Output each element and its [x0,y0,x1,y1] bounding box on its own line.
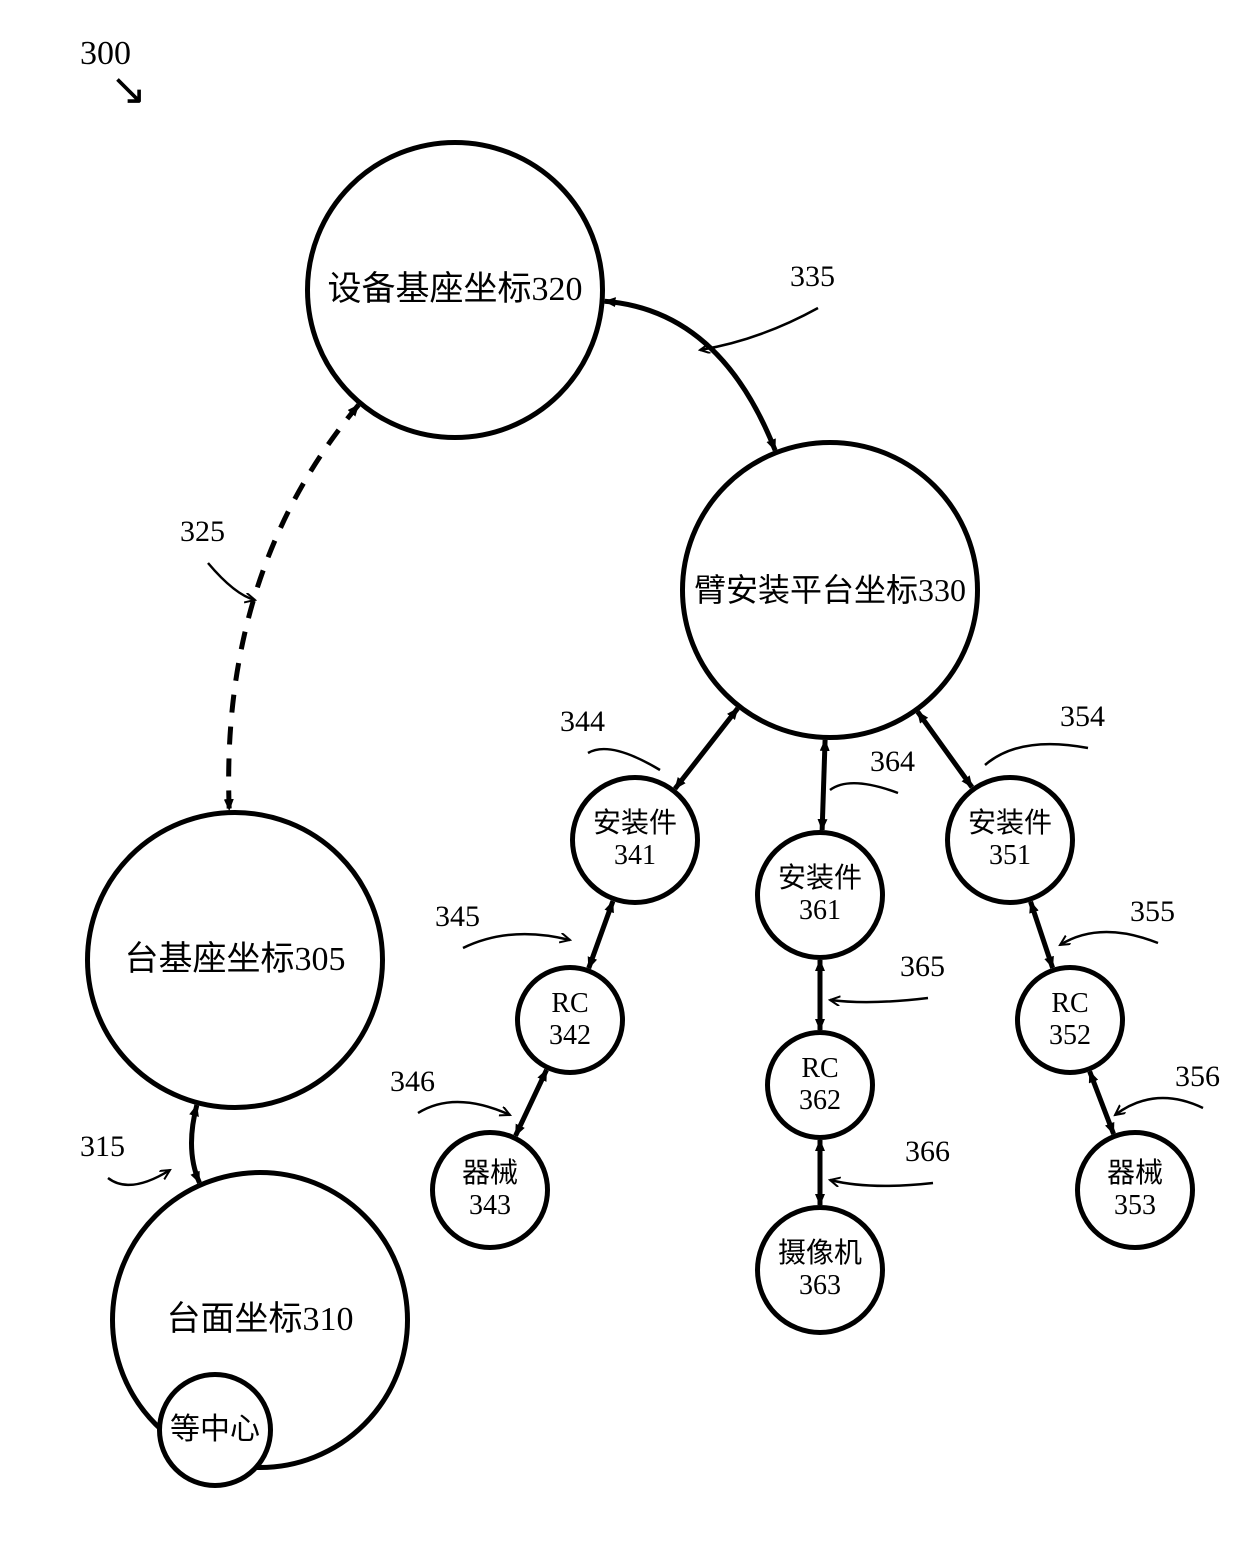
node-n330: 臂安装平台坐标330 [680,440,980,740]
leader-l354 [985,744,1088,765]
node-n343: 器械 343 [430,1130,550,1250]
callout-l354: 354 [1060,700,1105,733]
leader-l315 [108,1170,170,1185]
callout-l366: 366 [905,1135,950,1168]
node-n353: 器械 353 [1075,1130,1195,1250]
callout-l355: 355 [1130,895,1175,928]
node-label-iso: 等中心 [170,1413,260,1448]
leader-l345 [463,934,570,948]
node-label-n353: 器械 353 [1107,1158,1163,1222]
leader-l356 [1115,1098,1203,1115]
leader-l366 [830,1180,933,1186]
node-n363: 摄像机 363 [755,1205,885,1335]
callout-l315: 315 [80,1130,125,1163]
leader-l344 [588,749,660,770]
node-label-n361: 安装件 361 [778,863,862,927]
node-label-n343: 器械 343 [462,1158,518,1222]
figure-arrow-icon: ↘ [110,66,147,115]
node-iso: 等中心 [157,1372,273,1488]
node-n351: 安装件 351 [945,775,1075,905]
node-label-n310: 台面坐标310 [167,1300,354,1339]
callout-l335: 335 [790,260,835,293]
diagram-stage: 设备基座坐标320 臂安装平台坐标330 台基座坐标305 台面坐标310 等中心 安装件… [0,0,1240,1568]
node-label-n352: RC 352 [1049,988,1091,1052]
node-n361: 安装件 361 [755,830,885,960]
node-label-n320: 设备基座坐标320 [328,270,583,309]
callout-l364: 364 [870,745,915,778]
node-n305: 台基座坐标305 [85,810,385,1110]
node-label-n305: 台基座坐标305 [125,940,346,979]
node-label-n351: 安装件 351 [968,808,1052,872]
callout-l365: 365 [900,950,945,983]
node-n342: RC 342 [515,965,625,1075]
callout-l346: 346 [390,1065,435,1098]
leader-l325 [208,563,255,600]
node-label-n342: RC 342 [549,988,591,1052]
node-label-n363: 摄像机 363 [778,1238,862,1302]
leader-l364 [830,783,898,793]
node-label-n341: 安装件 341 [593,808,677,872]
leader-l346 [418,1102,510,1115]
node-n352: RC 352 [1015,965,1125,1075]
callout-l344: 344 [560,705,605,738]
figure-reference: 300↘ [80,35,147,115]
node-n320: 设备基座坐标320 [305,140,605,440]
node-label-n362: RC 362 [799,1053,841,1117]
leader-l355 [1060,932,1158,945]
node-label-n330: 臂安装平台坐标330 [694,572,966,609]
node-n341: 安装件 341 [570,775,700,905]
node-n362: RC 362 [765,1030,875,1140]
callout-l345: 345 [435,900,480,933]
leader-l335 [700,308,818,350]
callout-l356: 356 [1175,1060,1220,1093]
callout-l325: 325 [180,515,225,548]
leader-l365 [830,998,928,1002]
